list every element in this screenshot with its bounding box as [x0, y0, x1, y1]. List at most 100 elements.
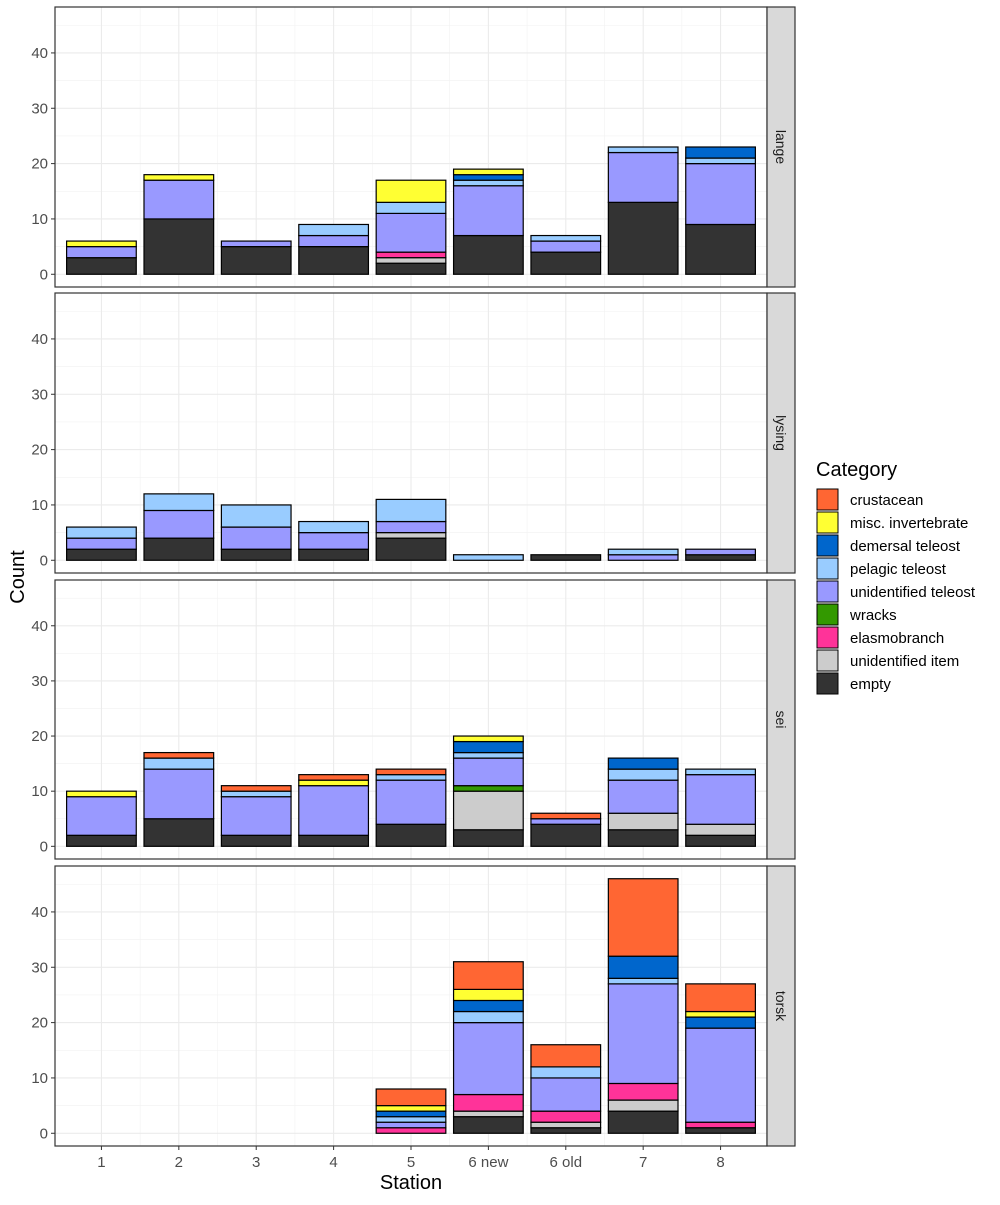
y-tick-label: 10	[31, 497, 48, 514]
y-tick-label: 20	[31, 442, 48, 459]
legend-entry-label: wracks	[849, 607, 897, 624]
bar-segment	[607, 812, 679, 831]
bar-segment	[607, 146, 679, 154]
bar-segment	[530, 818, 602, 825]
bar-segment	[143, 493, 215, 512]
bar-segment	[607, 768, 679, 781]
bar-segment	[530, 1044, 602, 1068]
bar-segment	[452, 1116, 524, 1134]
bar-segment	[607, 201, 679, 275]
bar-segment	[375, 212, 447, 253]
bar-segment	[607, 977, 679, 985]
legend-key	[816, 557, 839, 580]
bar-segment	[298, 785, 370, 836]
bar-segment	[607, 1099, 679, 1112]
bar-segment	[143, 537, 215, 561]
bar-segment	[452, 829, 524, 847]
bar-segment	[375, 1088, 447, 1107]
y-axis-label: Count	[7, 550, 29, 604]
bar-segment	[220, 246, 292, 275]
bar-segment	[66, 526, 137, 539]
bar-segment	[530, 812, 602, 820]
bar-segment	[607, 151, 679, 203]
bar-segment	[66, 537, 137, 550]
bar-segment	[220, 796, 292, 836]
legend-entry-label: unidentified item	[850, 653, 959, 670]
legend-key	[816, 488, 839, 511]
bar-segment	[375, 532, 447, 539]
bar-segment	[530, 823, 602, 847]
bar-segment	[530, 234, 602, 242]
bar-segment	[530, 240, 602, 253]
bar-segment	[375, 774, 447, 781]
bar-segment	[452, 174, 524, 181]
facet-strip-label: sei	[773, 711, 789, 729]
bar-segment	[607, 548, 679, 556]
bar-segment	[220, 240, 292, 248]
y-tick-label: 40	[31, 45, 48, 62]
bar-segment	[375, 257, 447, 264]
x-tick-label: 4	[329, 1154, 337, 1171]
bar-segment	[143, 768, 215, 820]
legend-entry-label: misc. invertebrate	[850, 515, 968, 532]
legend-entry-label: demersal teleost	[850, 538, 961, 555]
bar-segment	[607, 955, 679, 979]
legend-key	[816, 649, 839, 672]
bar-segment	[452, 961, 524, 990]
x-tick-label: 3	[252, 1154, 260, 1171]
y-tick-label: 30	[31, 959, 48, 976]
y-tick-label: 40	[31, 331, 48, 348]
x-tick-label: 2	[175, 1154, 183, 1171]
bar-segment	[298, 774, 370, 781]
bar-segment	[143, 218, 215, 275]
y-tick-label: 10	[31, 783, 48, 800]
bar-segment	[452, 185, 524, 237]
y-tick-label: 40	[31, 904, 48, 921]
bar-segment	[375, 179, 447, 203]
bar-segment	[530, 1066, 602, 1079]
x-tick-label: 5	[407, 1154, 415, 1171]
legend-key	[816, 534, 839, 557]
bar-segment	[375, 1110, 447, 1118]
bar-segment	[452, 790, 524, 831]
bar-segment	[685, 768, 756, 776]
bar-segment	[685, 1016, 756, 1029]
legend-entry-label: elasmobranch	[850, 630, 944, 647]
legend-entry-label: unidentified teleost	[850, 584, 976, 601]
bar-segment	[298, 532, 370, 550]
y-tick-label: 30	[31, 673, 48, 690]
legend-entry-label: empty	[850, 676, 891, 693]
bar-segment	[298, 834, 370, 847]
bar-segment	[143, 751, 215, 759]
bar-segment	[298, 234, 370, 248]
x-axis-label: Station	[380, 1172, 442, 1194]
y-tick-label: 30	[31, 386, 48, 403]
legend-key	[816, 580, 839, 603]
x-tick-label: 8	[716, 1154, 724, 1171]
facet-strip	[766, 292, 796, 574]
bar-segment	[452, 1022, 524, 1096]
bar-segment	[607, 983, 679, 1085]
bar-segment	[452, 1010, 524, 1024]
y-tick-label: 20	[31, 728, 48, 745]
bar-segment	[452, 785, 524, 792]
bar-segment	[375, 823, 447, 847]
bar-segment	[685, 774, 756, 825]
bar-segment	[66, 796, 137, 836]
bar-segment	[607, 1110, 679, 1134]
bar-segment	[452, 168, 524, 176]
x-tick-label: 1	[97, 1154, 105, 1171]
bar-segment	[220, 790, 292, 798]
bar-segment	[685, 983, 756, 1013]
x-tick-label: 6 old	[550, 1154, 583, 1171]
y-tick-label: 20	[31, 1015, 48, 1032]
bar-segment	[607, 757, 679, 770]
bar-segment	[452, 751, 524, 759]
legend-entry-label: crustacean	[850, 492, 923, 509]
bar-segment	[220, 785, 292, 792]
legend-title: Category	[816, 459, 897, 481]
bar-segment	[530, 1077, 602, 1112]
bar-segment	[607, 829, 679, 847]
bar-segment	[452, 999, 524, 1013]
bar-segment	[66, 257, 137, 275]
